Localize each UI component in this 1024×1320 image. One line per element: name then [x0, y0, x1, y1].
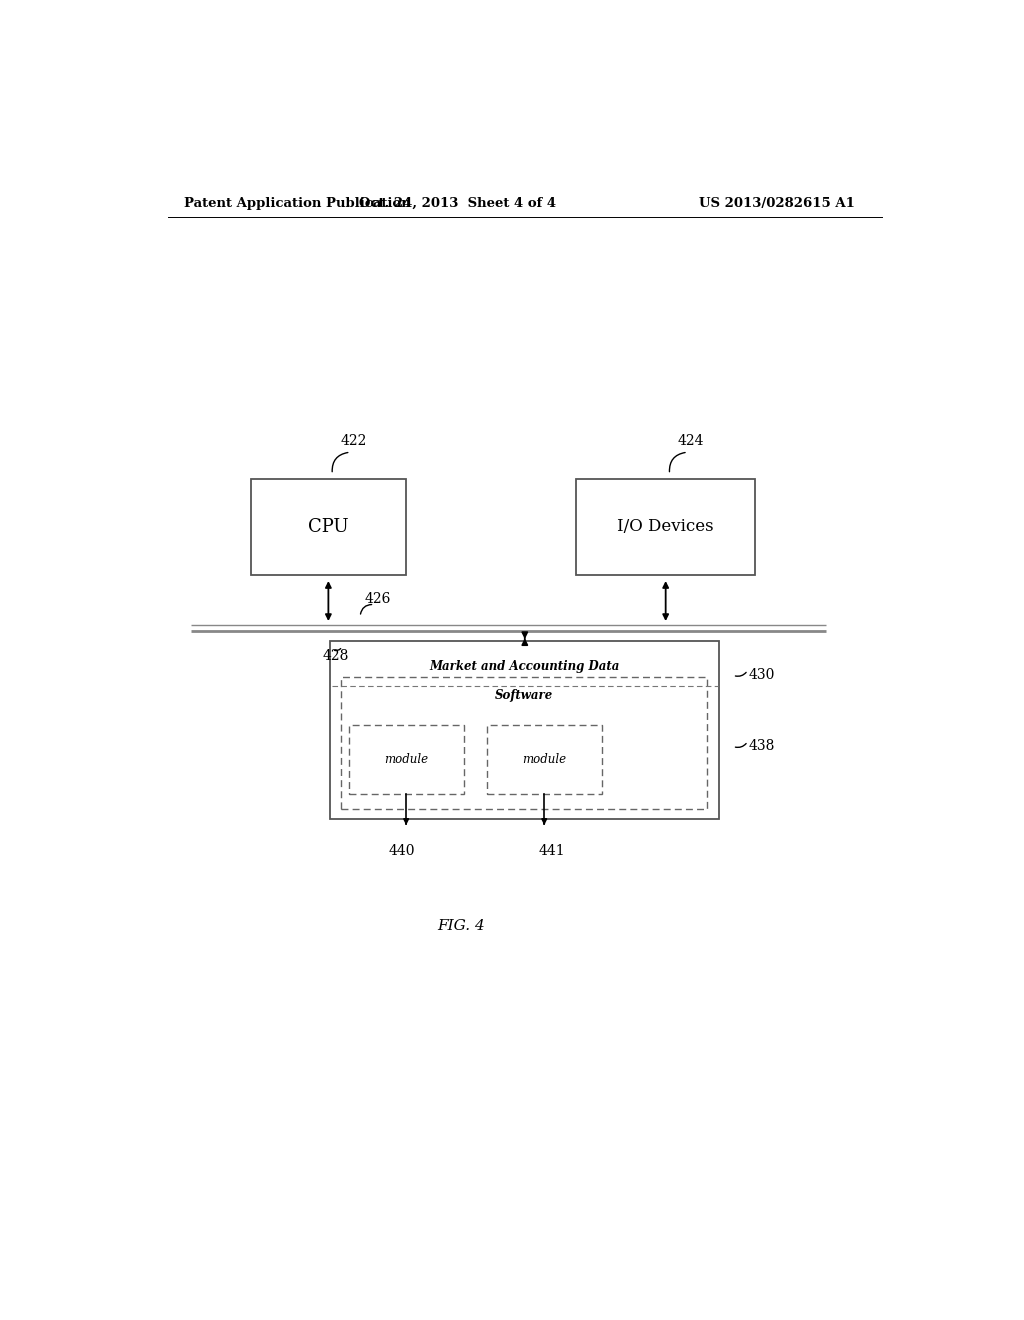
Text: CPU: CPU	[308, 517, 349, 536]
Text: 426: 426	[365, 591, 390, 606]
Bar	[331, 642, 719, 818]
Text: Software: Software	[495, 689, 553, 701]
Bar	[348, 725, 464, 793]
Text: 441: 441	[539, 845, 565, 858]
Bar	[577, 479, 755, 576]
Text: I/O Devices: I/O Devices	[617, 519, 714, 536]
Text: 428: 428	[323, 649, 349, 664]
Text: FIG. 4: FIG. 4	[437, 919, 485, 933]
Text: module: module	[384, 752, 428, 766]
Text: 422: 422	[340, 434, 367, 447]
Text: Patent Application Publication: Patent Application Publication	[183, 197, 411, 210]
Bar	[251, 479, 406, 576]
Text: Oct. 24, 2013  Sheet 4 of 4: Oct. 24, 2013 Sheet 4 of 4	[358, 197, 556, 210]
Text: 438: 438	[749, 739, 775, 754]
Text: module: module	[522, 752, 566, 766]
Text: Market and Accounting Data: Market and Accounting Data	[430, 660, 620, 673]
Text: US 2013/0282615 A1: US 2013/0282615 A1	[699, 197, 855, 210]
Bar	[341, 677, 708, 809]
Text: 430: 430	[749, 668, 775, 682]
Text: 440: 440	[389, 845, 416, 858]
Text: 424: 424	[678, 434, 705, 447]
Bar	[486, 725, 602, 793]
